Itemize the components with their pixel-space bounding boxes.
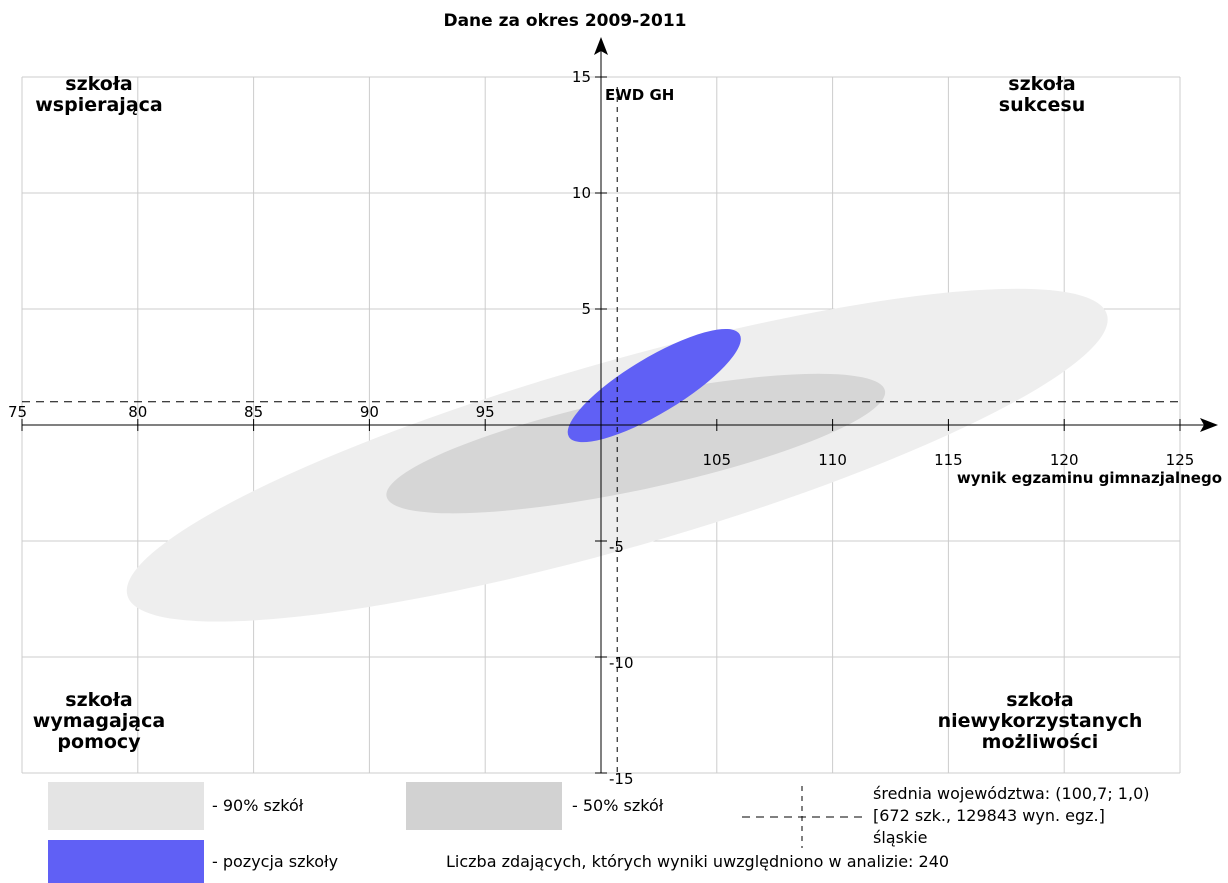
x-tick-label: 80 (128, 403, 147, 421)
y-axis-arrow (594, 37, 608, 55)
quadrant-top-left-line: wspierająca (35, 94, 162, 116)
x-tick-label: 120 (1050, 451, 1079, 469)
quadrant-bottom-left: szkoła wymagająca pomocy (33, 689, 165, 753)
legend-swatch-50 (406, 782, 562, 830)
y-axis-label: EWD GH (605, 86, 674, 104)
x-tick-label: 95 (476, 403, 495, 421)
y-tick-label: 5 (581, 300, 591, 318)
y-tick-label: 15 (572, 68, 591, 86)
quadrant-bottom-left-line: pomocy (57, 731, 141, 753)
legend-label-90: - 90% szkół (212, 796, 304, 815)
ellipse-50 (386, 373, 886, 514)
quadrant-bottom-left-line: szkoła (65, 689, 132, 711)
quadrant-bottom-right-line: niewykorzystanych (938, 710, 1143, 732)
y-tick-label: -10 (609, 654, 634, 672)
x-tick-label: 125 (1166, 451, 1195, 469)
legend-mean-symbol (742, 786, 868, 848)
legend-label-50: - 50% szkół (572, 796, 664, 815)
x-axis-label: wynik egzaminu gimnazjalnego (957, 469, 1222, 487)
legend-swatch-school (48, 840, 204, 883)
ellipse-school (567, 328, 741, 443)
y-tick-label: -15 (609, 770, 634, 788)
quadrant-bottom-left-line: wymagająca (33, 710, 165, 732)
legend-mean-line2: [672 szk., 129843 wyn. egz.] (873, 806, 1105, 825)
x-tick-label: 90 (360, 403, 379, 421)
y-tick-label: 10 (572, 184, 591, 202)
legend-swatch-90 (48, 782, 204, 830)
chart-title: Dane za okres 2009-2011 (443, 11, 686, 31)
x-tick-label: 75 (8, 403, 27, 421)
quadrant-top-right-line: szkoła (1008, 73, 1075, 95)
x-tick-label: 105 (702, 451, 731, 469)
legend-mean-line1: średnia województwa: (100,7; 1,0) (873, 784, 1150, 803)
axes-layer (22, 37, 1218, 773)
x-tick-label: 85 (244, 403, 263, 421)
quadrant-bottom-right: szkoła niewykorzystanych możliwości (938, 689, 1143, 753)
quadrant-top-left-line: szkoła (65, 73, 132, 95)
x-tick-label: 110 (818, 451, 847, 469)
quadrant-bottom-right-line: możliwości (982, 731, 1099, 753)
quadrant-top-left: szkoła wspierająca (35, 73, 162, 116)
legend-mean-line3: śląskie (873, 828, 928, 847)
analysis-count-note: Liczba zdających, których wyniki uwzględ… (446, 852, 950, 871)
quadrant-top-right: szkoła sukcesu (999, 73, 1085, 116)
x-axis-arrow (1200, 418, 1218, 432)
x-tick-label: 115 (934, 451, 963, 469)
ellipses-layer (126, 288, 1108, 622)
quadrant-top-right-line: sukcesu (999, 94, 1085, 116)
legend-label-school: - pozycja szkoły (212, 852, 339, 871)
y-tick-label: -5 (609, 538, 624, 556)
quadrant-bottom-right-line: szkoła (1006, 689, 1073, 711)
